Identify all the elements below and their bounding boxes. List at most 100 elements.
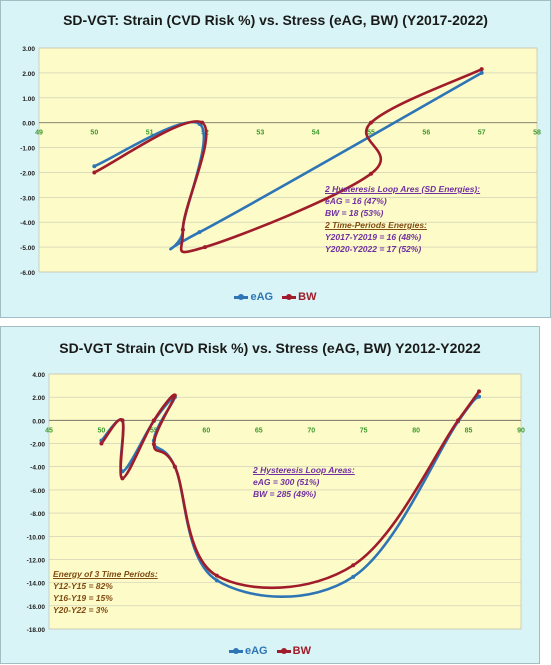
data-point-bw: [200, 120, 205, 125]
data-point-bw: [180, 227, 185, 232]
annotation-line: 2 Hysteresis Loop Ares (SD Energies):: [325, 184, 481, 194]
legend: eAG BW: [1, 645, 539, 657]
x-tick-label: 55: [367, 130, 375, 137]
x-tick-label: 55: [150, 427, 158, 434]
x-tick-label: 57: [478, 130, 486, 137]
annotation-line: Y20-Y22 = 3%: [53, 605, 109, 615]
data-point-bw: [92, 170, 97, 175]
y-tick-label: 2.00: [32, 395, 45, 402]
y-tick-label: 4.00: [32, 372, 45, 379]
y-tick-label: 3.00: [22, 46, 35, 53]
annotation-line: Energy of 3 Time Periods:: [53, 569, 158, 579]
y-tick-label: -4.00: [20, 220, 35, 227]
y-tick-label: -12.00: [27, 557, 46, 564]
x-tick-label: 80: [412, 427, 420, 434]
y-tick-label: 0.00: [32, 418, 45, 425]
annotation-line: BW = 285 (49%): [253, 489, 317, 499]
y-tick-label: -3.00: [20, 195, 35, 202]
y-tick-label: -4.00: [30, 465, 45, 472]
y-tick-label: -5.00: [20, 245, 35, 252]
data-point-bw: [369, 120, 373, 125]
data-point-bw: [214, 573, 219, 578]
legend-bw-label: BW: [298, 291, 317, 303]
y-tick-label: -16.00: [27, 604, 46, 611]
legend-bw-marker: [276, 647, 291, 654]
y-tick-label: -6.00: [30, 488, 45, 495]
annotation-line: 2 Hysteresis Loop Areas:: [253, 465, 355, 475]
y-tick-label: -14.00: [27, 581, 46, 588]
y-tick-label: -6.00: [20, 270, 35, 277]
x-tick-label: 60: [202, 427, 210, 434]
legend-eag-marker: [228, 647, 243, 654]
y-tick-label: -8.00: [30, 511, 45, 518]
data-point-eag: [477, 394, 482, 399]
y-tick-label: -2.00: [30, 442, 45, 449]
x-tick-label: 50: [98, 427, 106, 434]
legend-item-bw: BW: [282, 291, 317, 303]
chart-title: SD-VGT: Strain (CVD Risk %) vs. Stress (…: [63, 12, 488, 28]
annotation-box: 2 Hysteresis Loop Ares (SD Energies): eA…: [325, 183, 480, 255]
chart-panel-2017-2022: SD-VGT: Strain (CVD Risk %) vs. Stress (…: [0, 0, 551, 318]
plot-area: [38, 47, 538, 273]
data-point-bw: [456, 418, 461, 423]
data-point-bw: [351, 563, 356, 568]
x-tick-label: 58: [533, 130, 541, 137]
data-point-eag: [197, 230, 202, 235]
annotation-box-time-periods: Energy of 3 Time Periods: Y12-Y15 = 82% …: [53, 568, 158, 616]
chart-svg-2012-2022: 4.00 2.00 0.00 -2.00 -4.00 -6.00 -8.00 -10.00 -1…: [27, 372, 525, 634]
legend: eAG BW: [1, 291, 550, 303]
annotation-line: Y16-Y19 = 15%: [53, 593, 113, 603]
chart-panel-2012-2022: SD-VGT Strain (CVD Risk %) vs. Stress (e…: [0, 326, 540, 664]
data-point-bw: [172, 464, 177, 469]
x-tick-label: 53: [256, 130, 264, 137]
chart-title: SD-VGT Strain (CVD Risk %) vs. Stress (e…: [59, 340, 481, 356]
annotation-box-loop-areas: 2 Hysteresis Loop Areas: eAG = 300 (51%)…: [253, 464, 355, 500]
y-tick-label: 2.00: [22, 71, 35, 78]
annotation-line: 2 Time-Periods Energies:: [325, 220, 427, 230]
data-point-bw: [120, 476, 125, 481]
data-point-bw: [151, 418, 156, 423]
x-tick-label: 85: [465, 427, 473, 434]
data-point-bw: [172, 393, 177, 398]
annotation-line: Y12-Y15 = 82%: [53, 581, 113, 591]
legend-item-bw: BW: [276, 645, 311, 657]
x-tick-label: 70: [307, 427, 315, 434]
legend-bw-marker: [282, 293, 297, 300]
data-point-bw: [369, 171, 373, 176]
data-point-bw: [151, 442, 156, 447]
y-tick-label: 0.00: [22, 121, 35, 128]
x-tick-label: 56: [422, 130, 430, 137]
y-tick-label: -1.00: [20, 146, 35, 153]
data-point-eag: [351, 574, 356, 579]
data-point-eag: [92, 164, 97, 169]
y-tick-label: -18.00: [27, 627, 46, 634]
data-point-bw: [120, 418, 125, 423]
annotation-line: BW = 18 (53%): [325, 208, 384, 218]
x-tick-label: 90: [517, 427, 525, 434]
legend-eag-marker: [234, 293, 249, 300]
x-tick-label: 54: [312, 130, 320, 137]
annotation-line: Y2017-Y2019 = 16 (48%): [325, 232, 422, 242]
annotation-line: eAG = 300 (51%): [253, 477, 320, 487]
annotation-line: Y2020-Y2022 = 17 (52%): [325, 244, 422, 254]
data-point-bw: [479, 67, 484, 72]
x-tick-label: 49: [35, 130, 43, 137]
data-point-bw: [99, 441, 104, 446]
x-tick-label: 75: [360, 427, 368, 434]
x-tick-label: 65: [255, 427, 263, 434]
data-point-eag: [479, 70, 484, 75]
y-tick-label: -2.00: [20, 170, 35, 177]
legend-eag-label: eAG: [244, 645, 268, 657]
legend-eag-label: eAG: [250, 291, 274, 303]
x-tick-label: 45: [45, 427, 53, 434]
y-tick-label: 1.00: [22, 96, 35, 103]
x-tick-label: 51: [146, 130, 154, 137]
chart-svg-2017-2022: 3.00 2.00 1.00 0.00 -1.00 -2.00 -3.00 -4.00 -5.0…: [20, 46, 541, 277]
data-point-eag: [214, 578, 219, 583]
data-point-bw: [477, 389, 482, 394]
legend-item-eag: eAG: [228, 645, 268, 657]
annotation-line: eAG = 16 (47%): [325, 196, 387, 206]
x-tick-label: 50: [90, 130, 98, 137]
data-point-bw: [203, 245, 207, 250]
legend-bw-label: BW: [292, 645, 311, 657]
